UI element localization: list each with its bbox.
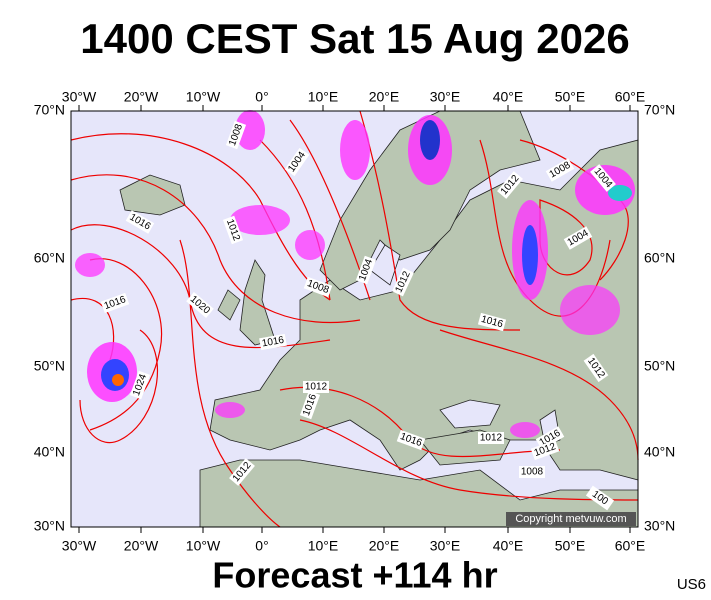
lon-label-bottom: 50°E xyxy=(555,538,586,554)
isobar-label-box xyxy=(125,210,155,234)
lon-label-top: 20°W xyxy=(124,89,159,105)
isobar-label-box xyxy=(497,171,523,199)
copyright: Copyright metvuw.com xyxy=(515,513,626,525)
lat-label-left: 30°N xyxy=(34,518,65,534)
isobar-label-box xyxy=(100,292,130,314)
isobar-label-box xyxy=(530,439,560,461)
lon-label-top: 30°W xyxy=(62,89,97,105)
isobar-label-box xyxy=(535,426,565,450)
lat-label-left: 60°N xyxy=(34,250,65,266)
lon-label-top: 10°E xyxy=(308,89,339,105)
lon-label-top: 20°E xyxy=(369,89,400,105)
lon-label-top: 10°W xyxy=(186,89,221,105)
isobar-label-box xyxy=(299,390,321,420)
title: 1400 CEST Sat 15 Aug 2026 xyxy=(80,15,629,62)
lat-label-left: 40°N xyxy=(34,444,65,460)
isobar-label: 1012 xyxy=(303,381,329,393)
lat-label-right: 50°N xyxy=(644,358,675,374)
isobar-label-box xyxy=(392,267,414,297)
lat-label-left: 70°N xyxy=(34,102,65,118)
isobar-label: 1016 xyxy=(259,333,287,351)
lat-label-right: 70°N xyxy=(644,102,675,118)
isobar-label-box xyxy=(355,255,377,285)
lat-label-left: 50°N xyxy=(34,358,65,374)
lon-label-bottom: 30°E xyxy=(430,538,461,554)
isobar-label-box xyxy=(519,466,545,478)
isobar-label-box xyxy=(186,292,214,318)
lat-label-right: 40°N xyxy=(644,444,675,460)
lon-label-top: 30°E xyxy=(430,89,461,105)
isobar-label-text: 1008 xyxy=(521,467,544,478)
lon-label-bottom: 10°E xyxy=(308,538,339,554)
lon-label-top: 0° xyxy=(255,89,268,105)
isobar-label-box xyxy=(545,158,575,182)
lon-label-bottom: 10°W xyxy=(186,538,221,554)
isobar-label-text: 1016 xyxy=(261,335,285,350)
isobar-label-box xyxy=(563,226,593,250)
precipitation xyxy=(75,110,635,438)
lon-label-bottom: 20°E xyxy=(369,538,400,554)
isobar-label-text: 1012 xyxy=(305,382,328,393)
isobar-label-box xyxy=(284,147,310,177)
lon-label-bottom: 20°W xyxy=(124,538,159,554)
lon-label-bottom: 30°W xyxy=(62,538,97,554)
lat-label-right: 60°N xyxy=(644,250,675,266)
footer: Forecast +114 hr xyxy=(212,555,497,596)
lon-label-top: 50°E xyxy=(555,89,586,105)
isobar-label-box xyxy=(303,381,329,393)
isobar-label: 1016 xyxy=(477,312,507,332)
isobar-label-box xyxy=(583,353,609,383)
copyright-box xyxy=(506,512,636,526)
isobar-label-box xyxy=(229,458,255,486)
map-area: Copyright metvuw.com xyxy=(70,110,639,528)
isobar-label: 1008 xyxy=(519,466,545,478)
isobar-label-box xyxy=(222,215,244,245)
isobar-label-box xyxy=(590,164,616,192)
isobar-label-box xyxy=(129,370,151,400)
lon-label-top: 60°E xyxy=(615,89,646,105)
lon-label-bottom: 60°E xyxy=(615,538,646,554)
isobar-label-text: 1012 xyxy=(480,433,503,444)
isobar-label-box xyxy=(478,432,504,444)
lon-label-bottom: 40°E xyxy=(493,538,524,554)
isobar-label-box xyxy=(225,120,247,150)
map-frame xyxy=(70,110,639,528)
isobar-label-box xyxy=(396,429,426,451)
lon-label-top: 40°E xyxy=(493,89,524,105)
isobar-label-box xyxy=(477,312,507,332)
isobar-label-box xyxy=(585,485,615,511)
code: US6 xyxy=(677,576,706,593)
lat-label-right: 30°N xyxy=(644,518,675,534)
isobar-label-box xyxy=(303,276,333,298)
lon-label-bottom: 0° xyxy=(255,538,268,554)
isobar-label: 1012 xyxy=(478,432,504,444)
isobar-label-box xyxy=(259,333,287,351)
